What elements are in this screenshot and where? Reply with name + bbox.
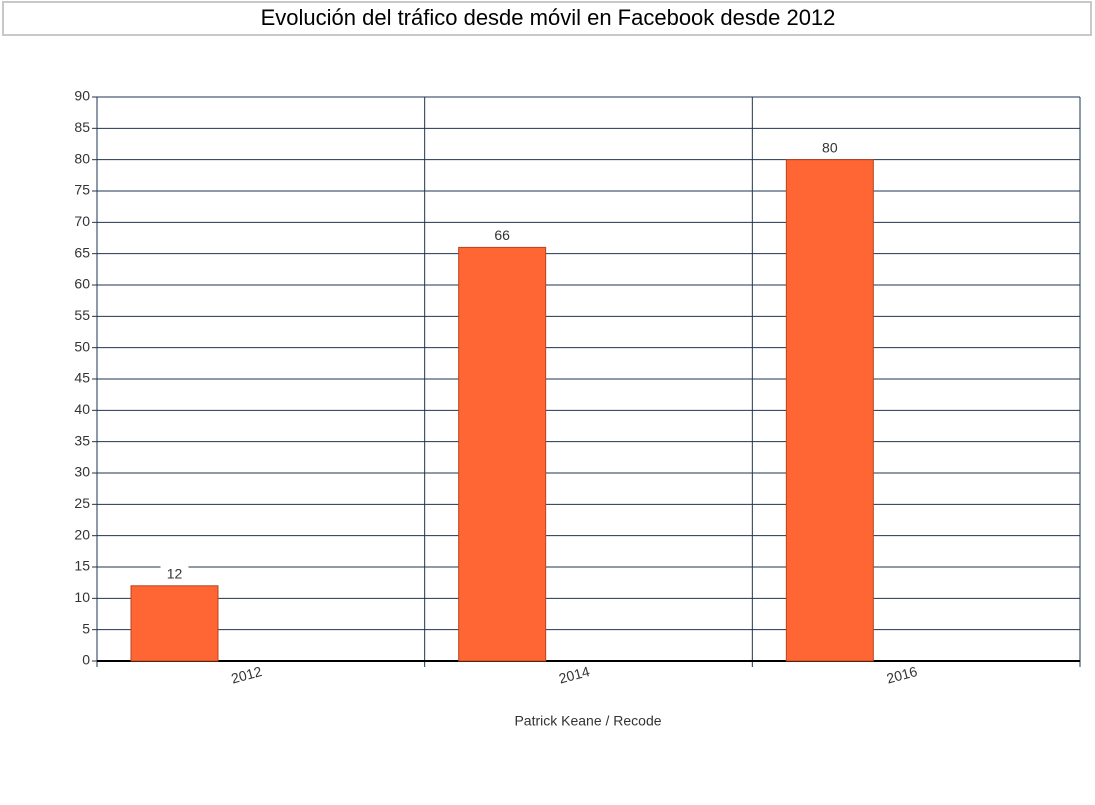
- chart-title: Evolución del tráfico desde móvil en Fac…: [261, 5, 836, 30]
- y-tick-label: 20: [74, 526, 90, 542]
- y-tick-label: 55: [74, 307, 90, 323]
- x-tick-label: 2012: [229, 663, 263, 687]
- bar: [785, 159, 874, 662]
- data-label: 80: [822, 139, 838, 155]
- y-tick-label: 0: [82, 652, 90, 668]
- x-tick-label: 2014: [557, 663, 591, 687]
- bar: [458, 246, 547, 662]
- y-tick-label: 50: [74, 338, 90, 354]
- title-box: [2, 1, 1092, 36]
- y-tick-label: 70: [74, 213, 90, 229]
- y-tick-label: 60: [74, 276, 90, 292]
- data-label: 12: [167, 566, 183, 582]
- bar: [130, 585, 219, 662]
- data-label: 66: [494, 227, 510, 243]
- y-tick-label: 45: [74, 370, 90, 386]
- y-tick-label: 40: [74, 401, 90, 417]
- x-axis-label: Patrick Keane / Recode: [514, 713, 661, 729]
- y-tick-label: 75: [74, 182, 90, 198]
- data-label-bg: [160, 565, 189, 584]
- y-tick-label: 65: [74, 244, 90, 260]
- data-label-bg: [488, 227, 517, 246]
- y-tick-label: 80: [74, 150, 90, 166]
- y-tick-label: 35: [74, 432, 90, 448]
- y-tick-label: 85: [74, 119, 90, 135]
- data-label-bg: [815, 139, 844, 158]
- x-tick-label: 2016: [885, 663, 919, 687]
- y-tick-label: 5: [82, 620, 90, 636]
- y-tick-label: 30: [74, 464, 90, 480]
- y-tick-label: 15: [74, 558, 90, 574]
- y-tick-label: 10: [74, 589, 90, 605]
- y-tick-label: 90: [74, 88, 90, 104]
- y-tick-label: 25: [74, 495, 90, 511]
